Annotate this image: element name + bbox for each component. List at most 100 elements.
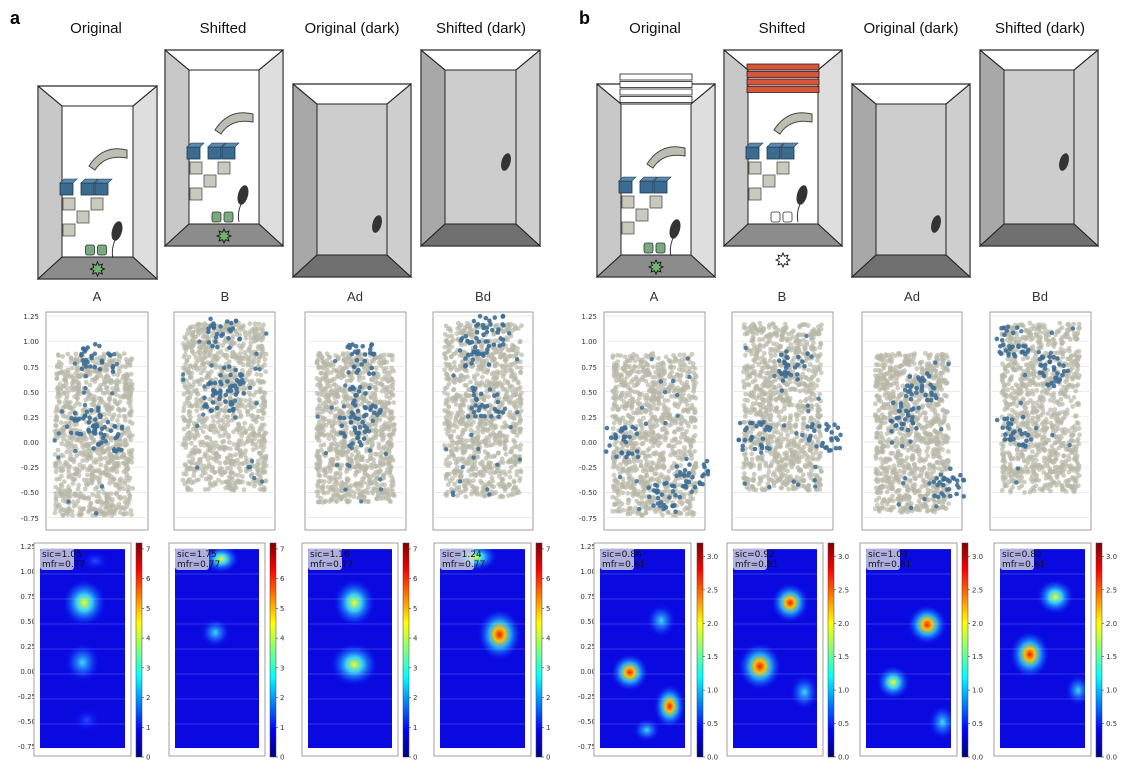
trajectory-point (91, 459, 97, 465)
trajectory-point (188, 440, 194, 446)
spike-point (79, 366, 85, 372)
trajectory-point (116, 461, 121, 466)
arena-4 (419, 48, 542, 248)
trajectory-point (487, 454, 493, 460)
spike-point (367, 350, 373, 356)
trajectory-point (443, 401, 448, 407)
cue-block (639, 180, 654, 194)
arena-edge (132, 85, 158, 107)
spike-point (72, 361, 78, 366)
spike-point (211, 321, 216, 326)
spike-point (119, 447, 124, 453)
trajectory-point (347, 498, 352, 504)
trajectory-point (75, 435, 81, 441)
trajectory-point (390, 392, 396, 398)
trajectory-point (101, 450, 107, 455)
trajectory-point (345, 351, 350, 356)
trajectory-point (92, 506, 98, 512)
spike-point (181, 377, 186, 382)
arena-left-wall (723, 48, 749, 248)
trajectory-point (64, 396, 69, 402)
spike-point (355, 350, 360, 356)
trajectory-point (489, 355, 494, 361)
stair-block (189, 161, 203, 175)
spike-point (97, 367, 103, 372)
spike-point (202, 384, 207, 389)
trajectory-point (65, 351, 71, 357)
spike-point (339, 423, 345, 429)
spike-point (474, 397, 480, 403)
trajectory-point (61, 436, 66, 442)
trajectory-point (245, 408, 250, 414)
trajectory-point (105, 385, 110, 390)
spike-point (79, 351, 84, 357)
trajectory-point (212, 429, 217, 435)
trajectory-point (466, 461, 471, 466)
trajectory-point (450, 387, 456, 393)
condition-title: Shifted (dark) (436, 20, 526, 37)
spike-point (471, 392, 477, 398)
cue-block-top (94, 178, 113, 184)
trajectory-point (84, 441, 90, 447)
trajectory-point (469, 483, 475, 489)
cue-block (80, 182, 95, 196)
spike-point (366, 429, 372, 434)
trajectory-point (217, 433, 223, 439)
trajectory-plot-3 (304, 311, 407, 531)
trajectory-point (260, 460, 266, 466)
top-cue-bar (746, 78, 820, 86)
trajectory-point (55, 503, 61, 509)
trajectory-point (496, 404, 502, 409)
trajectory-point (53, 417, 58, 423)
spike-point (233, 367, 238, 373)
y-tick-label: 0.75 (23, 364, 39, 372)
trajectory-point (242, 430, 248, 435)
spike-point (209, 363, 214, 368)
trajectory-point (127, 378, 133, 384)
trajectory-point (202, 442, 208, 448)
trajectory-point (458, 330, 464, 336)
trajectory-point (197, 457, 202, 463)
trajectory-title: A (650, 289, 659, 304)
trajectory-point (54, 375, 60, 381)
spike-point (378, 477, 383, 482)
trajectory-point (314, 461, 320, 467)
spike-point (106, 351, 111, 356)
spike-point (254, 351, 259, 356)
arena-edge (596, 83, 622, 105)
trajectory-point (338, 496, 344, 502)
trajectory-point (181, 341, 186, 347)
trajectory-point (388, 464, 394, 469)
trajectory-point (453, 402, 459, 407)
trajectory-point (491, 432, 497, 437)
spike-point (108, 428, 114, 434)
spike-point (357, 384, 363, 390)
trajectory-point (98, 462, 104, 468)
trajectory-point (347, 355, 352, 361)
trajectory-point (448, 434, 454, 439)
trajectory-point (193, 400, 199, 406)
stair-block (776, 161, 790, 175)
stair-block (189, 187, 203, 201)
rat-icon (501, 153, 511, 171)
trajectory-point (373, 365, 379, 371)
spike-point (180, 372, 186, 377)
trajectory-point (112, 379, 118, 385)
arena-edge (979, 49, 1005, 71)
trajectory-point (64, 385, 69, 391)
arena-edge (258, 49, 284, 71)
trajectory-point (345, 477, 350, 483)
rat-icon (931, 215, 941, 233)
cue-block (186, 146, 201, 160)
trajectory-point (235, 457, 240, 463)
trajectory-point (250, 417, 256, 422)
trajectory-point (53, 469, 59, 475)
spike-point (495, 462, 500, 467)
spike-point (254, 401, 259, 406)
trajectory-point (108, 499, 114, 505)
trajectory-point (442, 386, 448, 391)
trajectory-point (190, 383, 196, 388)
spike-point (72, 410, 78, 416)
y-tick-label: -0.75 (21, 515, 39, 523)
trajectory-point (323, 498, 328, 504)
